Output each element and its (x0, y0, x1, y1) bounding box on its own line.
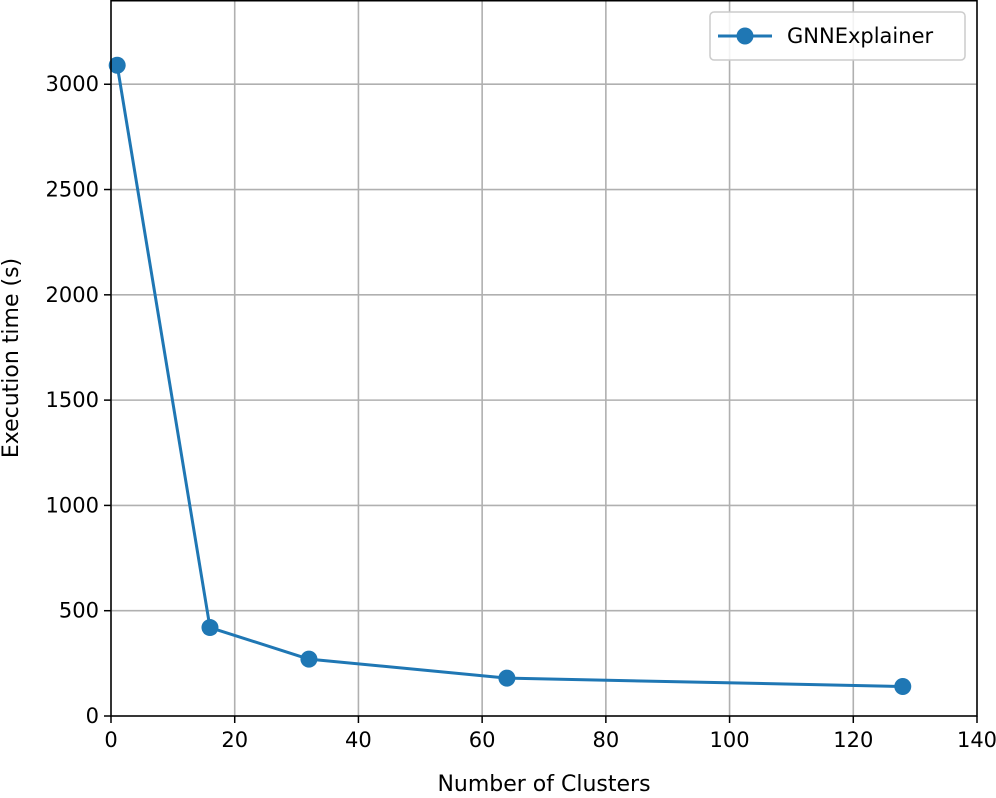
x-tick-label: 100 (710, 728, 750, 752)
x-axis-label: Number of Clusters (437, 772, 650, 797)
grid-lines (110, 0, 978, 717)
x-tick-label: 0 (104, 728, 117, 752)
y-tick-label: 2000 (46, 283, 99, 307)
axes-frame (110, 0, 978, 717)
x-tick-label: 80 (592, 728, 619, 752)
legend-marker (736, 27, 754, 45)
legend-label: GNNExplainer (787, 24, 933, 48)
data-point (108, 56, 126, 74)
x-tick-label: 60 (469, 728, 496, 752)
data-point (498, 669, 516, 687)
y-tick-label: 3000 (46, 72, 99, 96)
tick-labels: 0 20 40 60 80 100 120 140 0 500 1000 1500 2000 2500 30… (46, 72, 996, 752)
data-point (300, 650, 318, 668)
y-tick-label: 500 (59, 599, 99, 623)
y-axis-label: Execution time (s) (0, 258, 24, 458)
y-tick-label: 2500 (46, 178, 99, 202)
legend-box (709, 11, 966, 61)
data-point (201, 619, 219, 637)
x-tick-label: 40 (345, 728, 372, 752)
data-point (894, 678, 912, 696)
x-tick-label: 120 (833, 728, 873, 752)
x-tick-label: 20 (221, 728, 248, 752)
plot-area (111, 0, 977, 716)
x-tick-label: 140 (957, 728, 996, 752)
y-tick-label: 1500 (46, 388, 99, 412)
axes (104, 0, 978, 723)
series-layer (108, 56, 912, 696)
y-tick-label: 1000 (46, 493, 99, 517)
y-tick-label: 0 (86, 704, 99, 728)
legend: GNNExplainer (709, 11, 966, 61)
